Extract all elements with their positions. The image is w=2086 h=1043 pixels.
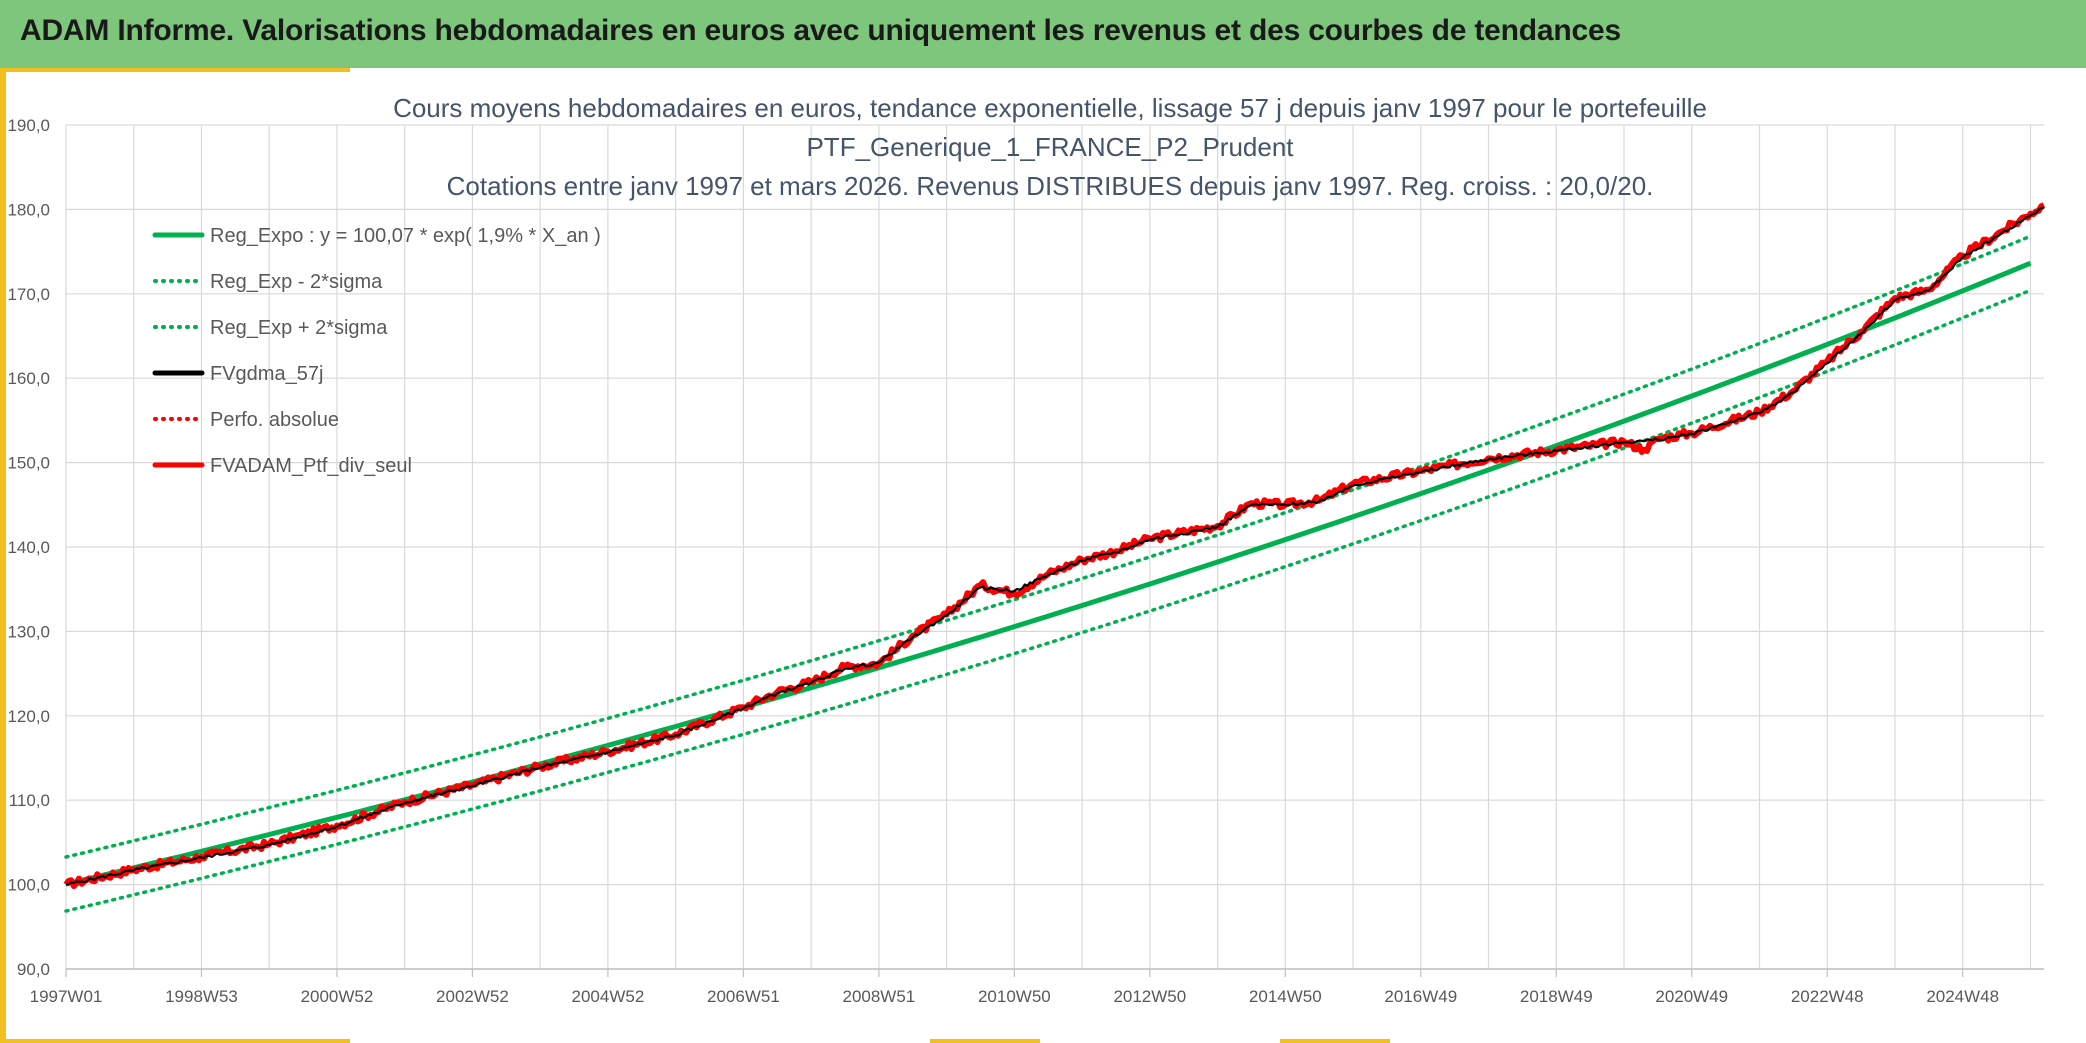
legend-label: Perfo. absolue — [210, 409, 339, 431]
x-tick-label: 2012W50 — [1113, 987, 1186, 1006]
x-tick-label: 2010W50 — [978, 987, 1051, 1006]
y-tick-label: 160,0 — [7, 369, 50, 388]
legend-label: Reg_Expo : y = 100,07 * exp( 1,9% * X_an… — [210, 225, 601, 247]
header-band — [0, 0, 2086, 68]
trend-lower-band — [64, 288, 2033, 913]
accent-bar-left — [0, 68, 6, 1043]
legend: Reg_Expo : y = 100,07 * exp( 1,9% * X_an… — [152, 225, 601, 477]
series-fvgdma-57j — [65, 206, 2045, 886]
y-axis-ticks: 190,0 180,0 170,0 160,0 150,0 140,0 130,0 120,0… — [7, 116, 50, 979]
header-title: ADAM Informe. Valorisations hebdomadaire… — [20, 14, 1621, 47]
grid — [65, 124, 2044, 970]
x-tick-label: 2022W48 — [1791, 987, 1864, 1006]
x-tick-label: 2016W49 — [1384, 987, 1457, 1006]
x-tick-label: 2014W50 — [1249, 987, 1322, 1006]
y-tick-label: 120,0 — [7, 707, 50, 726]
chart-title-line-1: Cours moyens hebdomadaires en euros, ten… — [393, 93, 1707, 123]
x-tick-label: 2024W48 — [1926, 987, 1999, 1006]
y-tick-label: 140,0 — [7, 538, 50, 557]
x-tick-label: 2018W49 — [1520, 987, 1593, 1006]
legend-label: FVADAM_Ptf_div_seul — [210, 455, 412, 477]
x-tick-label: 2004W52 — [572, 987, 645, 1006]
x-tick-label: 2008W51 — [842, 987, 915, 1006]
y-tick-label: 110,0 — [9, 791, 50, 810]
x-tick-label: 2020W49 — [1655, 987, 1728, 1006]
accent-bar-bottom-mid — [930, 1039, 1040, 1043]
legend-label: Reg_Exp - 2*sigma — [210, 271, 383, 293]
y-tick-label: 180,0 — [7, 200, 50, 219]
chart-title-line-2: PTF_Generique_1_FRANCE_P2_Prudent — [806, 132, 1294, 162]
x-tick-label: 2002W52 — [436, 987, 509, 1006]
x-tick-label: 2000W52 — [301, 987, 374, 1006]
legend-label: FVgdma_57j — [210, 363, 323, 385]
trend-upper-band — [64, 234, 2033, 859]
x-axis-ticks: 1997W01 1998W53 2000W52 2002W52 2004W52 2006W… — [30, 969, 1999, 1006]
accent-bar-top-left — [0, 68, 350, 72]
accent-bar-bottom-left — [0, 1039, 350, 1043]
data-series — [63, 202, 2046, 890]
y-tick-label: 90,0 — [17, 960, 50, 979]
legend-label: Reg_Exp + 2*sigma — [210, 317, 388, 339]
y-tick-label: 130,0 — [7, 622, 50, 641]
accent-bar-bottom-right — [1280, 1039, 1390, 1043]
chart-title-line-3: Cotations entre janv 1997 et mars 2026. … — [447, 171, 1654, 201]
y-tick-label: 190,0 — [7, 116, 50, 135]
x-tick-label: 1998W53 — [165, 987, 238, 1006]
chart-title: Cours moyens hebdomadaires en euros, ten… — [393, 93, 1707, 201]
x-tick-label: 2006W51 — [707, 987, 780, 1006]
x-tick-label: 1997W01 — [30, 987, 103, 1006]
y-tick-label: 100,0 — [7, 876, 50, 895]
y-tick-label: 170,0 — [7, 285, 50, 304]
y-tick-label: 150,0 — [7, 454, 50, 473]
